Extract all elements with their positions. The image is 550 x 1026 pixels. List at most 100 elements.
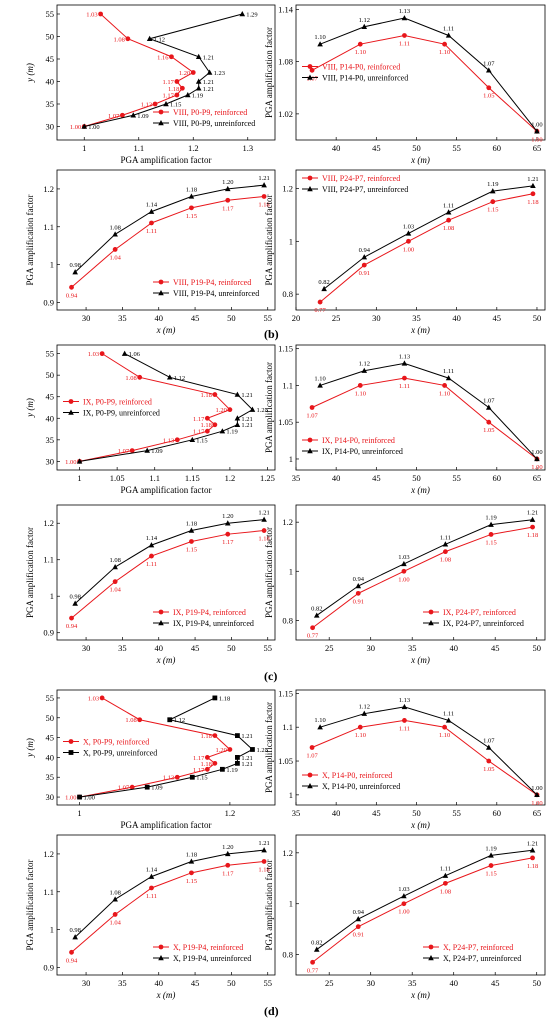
y-axis-label: PGA amplification factor xyxy=(264,195,274,286)
y-tick-label: 40 xyxy=(46,752,55,762)
y-axis-label: y (m) xyxy=(25,398,35,418)
x-tick-label: 50 xyxy=(532,643,541,653)
data-label: 1.18 xyxy=(186,521,197,528)
x-axis-label: PGA amplification factor xyxy=(121,485,212,495)
x-tick-label: 45 xyxy=(191,313,200,323)
chart-c-tr: 35 40 45 50 55 60 65 1 1.05 1.1 1.15 x (m) PGA ampli… xyxy=(264,344,546,495)
series-line xyxy=(312,526,533,629)
data-point xyxy=(224,185,231,192)
x-tick-label: 65 xyxy=(533,143,542,153)
data-point xyxy=(313,946,320,952)
data-point xyxy=(310,625,315,631)
x-tick-label: 40 xyxy=(449,978,458,988)
data-label: 1.14 xyxy=(146,202,158,209)
legend-marker xyxy=(68,739,74,744)
legend-entry: X, P19-P4, unreinforced xyxy=(173,954,251,963)
data-label: 1.17 xyxy=(163,93,175,100)
y-tick-label: 1.2 xyxy=(43,518,54,528)
data-label: 1.10 xyxy=(314,375,325,382)
data-label: 0.77 xyxy=(314,307,326,314)
legend-entry: IX, P0-P9, reinforced xyxy=(83,398,152,407)
data-point xyxy=(361,262,367,268)
y-tick-label: 30 xyxy=(46,792,55,802)
data-label: 0.82 xyxy=(318,279,329,286)
data-label: 1.18 xyxy=(258,536,269,543)
data-label: 1.21 xyxy=(203,54,214,61)
series-line xyxy=(311,377,538,460)
plot-frame xyxy=(56,689,276,806)
y-tick-label: 40 xyxy=(46,77,55,87)
data-point xyxy=(227,407,233,413)
legend: X, P0-P9, reinforced X, P0-P9, unreinforc… xyxy=(63,738,157,758)
chart-b-tl: 1 1.1 1.2 1.3 30 35 40 45 50 55 PGA amplification … xyxy=(25,4,276,165)
data-point xyxy=(309,405,315,410)
series-line xyxy=(319,362,538,460)
data-label: 1.00 xyxy=(398,909,409,916)
data-label: 1.10 xyxy=(439,49,450,56)
y-tick-label: 0.9 xyxy=(43,297,54,307)
data-point xyxy=(261,182,267,188)
data-label: 1.10 xyxy=(314,717,325,724)
data-label: 1.10 xyxy=(355,49,366,56)
data-point xyxy=(206,69,213,75)
series-line xyxy=(323,185,534,290)
legend: VIII, P24-P7, reinforced VIII, P24-P7, un… xyxy=(302,174,408,194)
data-label: 1.03 xyxy=(398,886,409,893)
data-point xyxy=(137,717,143,723)
y-tick-label: 1.05 xyxy=(278,756,293,766)
data-label: 1.19 xyxy=(485,845,496,852)
data-point xyxy=(174,774,180,780)
panel-label-d: (d) xyxy=(264,1004,279,1018)
data-point xyxy=(219,428,226,434)
legend-entry: VIII, P19-P4, unreinforced xyxy=(173,289,259,298)
legend-entry: IX, P0-P9, unreinforced xyxy=(83,409,160,418)
legend: IX, P0-P9, reinforced IX, P0-P9, unreinfo… xyxy=(63,398,160,418)
x-tick-label: 1.05 xyxy=(110,473,125,483)
data-label: 1.13 xyxy=(399,353,410,360)
series-unreinforced: 1.001.091.151.191.211.211.231.211.121.18 xyxy=(77,695,268,802)
y-axis-label: PGA amplification factor xyxy=(264,860,274,951)
y-tick-label: 55 xyxy=(46,693,55,703)
data-point xyxy=(530,524,535,530)
data-label: 1.11 xyxy=(440,534,451,541)
data-point xyxy=(445,209,452,215)
data-point xyxy=(355,916,362,922)
data-point xyxy=(357,724,363,730)
series-line xyxy=(71,195,265,288)
series-line xyxy=(79,353,254,462)
data-point xyxy=(443,549,448,555)
data-point xyxy=(125,36,131,42)
data-label: 1.08 xyxy=(440,557,451,564)
data-point xyxy=(401,560,407,567)
data-point xyxy=(530,191,536,197)
y-tick-label: 30 xyxy=(46,122,55,132)
y-tick-label: 45 xyxy=(46,54,55,64)
data-point xyxy=(405,230,412,236)
data-label: 1.23 xyxy=(256,407,267,414)
data-point xyxy=(401,901,407,907)
chart-c-tl: 1 1.05 1.1 1.15 1.2 1.25 30 35 40 45 50 55 PGA ampli… xyxy=(25,344,276,495)
data-point xyxy=(174,92,180,98)
x-axis-label: x (m) xyxy=(156,325,176,335)
legend-marker xyxy=(158,609,164,615)
y-tick-label: 1.15 xyxy=(278,688,293,698)
data-label: 1.20 xyxy=(222,513,233,520)
series-line xyxy=(71,860,265,953)
y-tick-label: 0.8 xyxy=(282,289,293,299)
data-point xyxy=(225,862,231,868)
x-tick-label: 35 xyxy=(412,313,421,323)
legend-entry: IX, P24-P7, reinforced xyxy=(443,608,516,617)
data-label: 0.91 xyxy=(353,932,364,939)
y-axis-label: y (m) xyxy=(25,63,35,83)
x-tick-label: 20 xyxy=(292,313,301,323)
data-point xyxy=(445,717,452,723)
data-point xyxy=(225,531,231,537)
y-tick-label: 1.05 xyxy=(278,417,293,427)
data-label: 1.00 xyxy=(70,124,81,131)
data-point xyxy=(234,391,241,397)
x-tick-label: 1.25 xyxy=(260,473,275,483)
data-label: 1.18 xyxy=(258,201,269,208)
series-reinforced: 0.94 1.04 1.11 1.15 1.17 1.18 xyxy=(66,194,270,299)
legend-marker xyxy=(158,279,164,285)
legend-entry: X, P14-P0, unreinforced xyxy=(322,782,400,791)
